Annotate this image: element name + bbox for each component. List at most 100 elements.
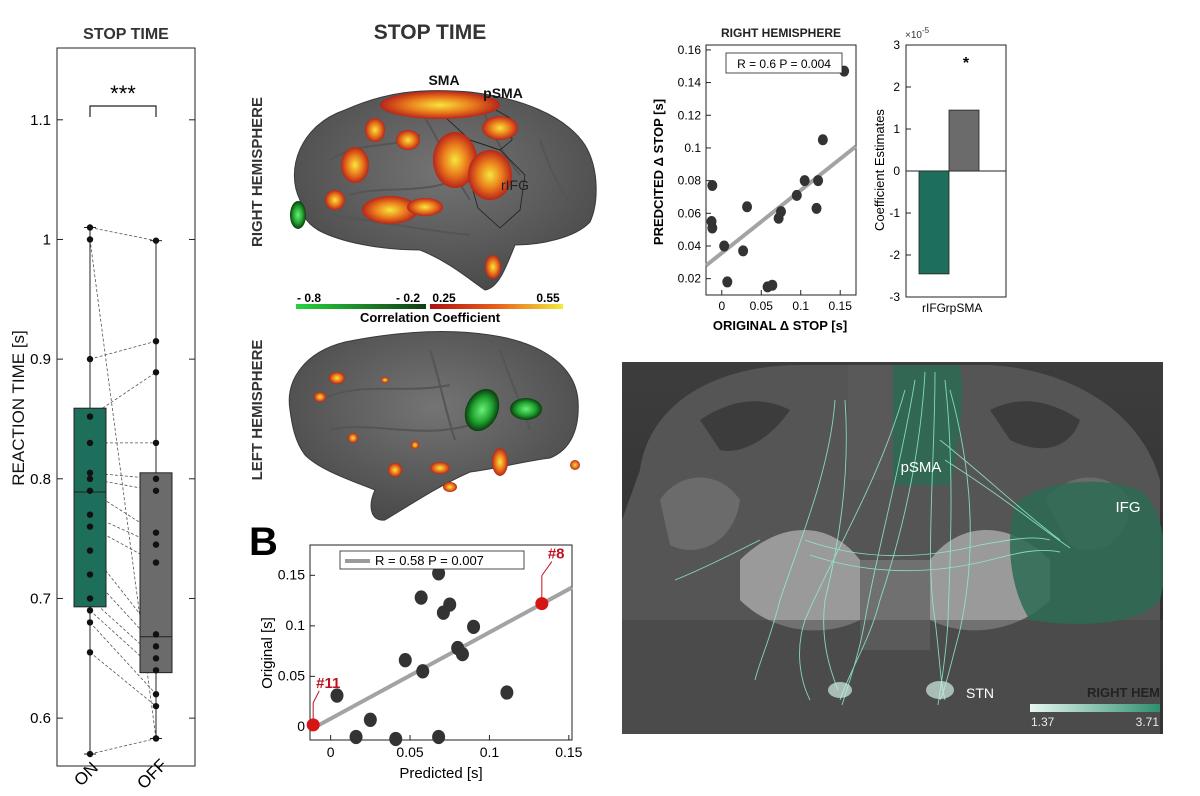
data-point-on (86, 475, 94, 482)
panel-b-ytick-label: 0 (297, 718, 305, 734)
tract-label-ifg: IFG (1116, 499, 1141, 516)
data-point-on (86, 224, 94, 231)
tract-legend: RIGHT HEM 1.37 3.71 (1030, 685, 1160, 729)
data-point-off (152, 475, 160, 482)
data-point-off (152, 337, 160, 345)
rh-scatter-fit-line (704, 144, 858, 268)
data-point-on (86, 571, 94, 578)
panel-b-scatter: B 0 0.05 0.1 0.15 0 0.05 0.1 0.15 #8 #11 R = 0.5… (249, 520, 583, 782)
rh-scatter-legend: R = 0.6 P = 0.004 (725, 52, 843, 74)
rh-scatter-fit-line (704, 144, 858, 268)
panel-b-xtick-label: 0.15 (555, 744, 582, 760)
panel-b-ytick-label: 0.15 (278, 566, 305, 582)
panel-a-ytick-label: 1 (43, 231, 51, 248)
panel-a-x-labels: ON OFF (70, 755, 170, 792)
data-point-off (152, 369, 160, 376)
data-point-on (86, 236, 94, 243)
coef-bar-bars: rIFG rpSMA (918, 109, 982, 315)
colorbar-hot-segment (430, 304, 563, 309)
panel-a-ylabel: REACTION TIME [s] (9, 330, 28, 486)
data-point-off (152, 487, 160, 494)
left-hemisphere-brain (288, 331, 580, 521)
rh-scatter: RIGHT HEMISPHERE 0 0.05 0.1 0.15 0.02 0.04 0.0… (651, 26, 858, 333)
panel-b-data-point (443, 597, 457, 612)
callout-line-8 (541, 561, 553, 604)
coef-bar-rifg (918, 170, 950, 275)
ifg-region (1010, 481, 1163, 624)
data-point-on (86, 619, 94, 626)
coef-significance: * (963, 55, 970, 72)
rh-scatter-data-point (776, 206, 786, 218)
tract-label-stn: STN (966, 685, 994, 701)
data-point-off (152, 691, 160, 698)
rh-scatter-xtick-label: 0 (718, 299, 725, 313)
data-point-on (86, 649, 94, 656)
psma-region (848, 365, 893, 480)
rh-scatter-data-point (817, 134, 828, 146)
brain-title: STOP TIME (374, 21, 486, 44)
panel-b-data-point (467, 619, 481, 634)
rh-scatter-ytick-label: 0.1 (684, 141, 701, 155)
right-hemisphere-brain: SMA pSMA rIFG (290, 72, 597, 291)
panel-b-fit-line (309, 585, 573, 732)
rh-scatter-data-point (813, 175, 824, 187)
coef-ytick-label: -1 (889, 206, 900, 220)
panel-a-boxes (73, 227, 173, 755)
panel-a-ytick-label: 0.6 (30, 710, 51, 727)
rh-scatter-xtick-label: 0.15 (829, 299, 853, 313)
colorbar-tick-1: - 0.8 (297, 291, 321, 305)
panel-a-ytick-label: 1.1 (30, 112, 51, 129)
data-point-on (86, 523, 94, 530)
data-point-on (86, 469, 94, 477)
data-point-on (86, 595, 94, 602)
rh-scatter-xtick-label: 0.05 (750, 299, 774, 313)
rh-scatter-xtick-label: 0.1 (792, 299, 809, 313)
panel-b-xtick-label: 0.1 (480, 744, 500, 760)
panel-b-ylabel: Original [s] (259, 617, 276, 689)
rh-scatter-ytick-label: 0.16 (678, 43, 702, 57)
data-point-off (152, 667, 160, 674)
highlighted-point (535, 597, 549, 611)
rh-scatter-data-point (767, 279, 778, 291)
panel-b-ytick-label: 0.1 (286, 617, 306, 633)
coef-ytick-label: 1 (893, 122, 900, 136)
rh-scatter-data-point (742, 201, 753, 213)
panel-b-letter: B (249, 520, 278, 564)
rh-scatter-data-point (707, 180, 718, 192)
coef-bar-chart: -3 -2 -1 0 1 2 3 rIFG rpSMA ×10-5 * Coefficient… (872, 26, 1007, 315)
rh-scatter-ticks: 0 0.05 0.1 0.15 0.02 0.04 0.06 0.08 0.1 0.12 0.14 0… (678, 43, 853, 313)
panel-b-data-point (330, 688, 344, 703)
data-point-on (86, 439, 94, 447)
rh-scatter-axes (705, 44, 857, 296)
panel-b-data-point (416, 664, 430, 679)
brain-panel: STOP TIME RIGHT HEMISPHERE LEFT HEMISPHE… (249, 21, 597, 521)
right-hemisphere-label: RIGHT HEMISPHERE (249, 97, 266, 247)
data-point-on (86, 355, 94, 363)
data-point-off (152, 643, 160, 650)
panel-b-data-point (500, 685, 514, 700)
colorbar-tick-3: 0.25 (432, 291, 456, 305)
rh-scatter-data-point (791, 189, 802, 201)
rh-scatter-title: RIGHT HEMISPHERE (721, 26, 841, 40)
data-point-on (86, 607, 94, 614)
panel-b-data-point (432, 566, 446, 581)
rh-scatter-ytick-label: 0.04 (678, 239, 702, 253)
rh-scatter-data-point (722, 276, 733, 288)
panel-b-xtick-label: 0 (327, 744, 335, 760)
paired-line (89, 622, 157, 695)
coef-ytick-label: 2 (893, 80, 900, 94)
data-point-off (152, 655, 160, 662)
colorbar-title: Correlation Coefficient (360, 310, 501, 325)
paired-line (89, 738, 157, 755)
panel-b-points (330, 566, 514, 747)
callout-label-8: #8 (548, 546, 565, 563)
panel-a-axes (56, 47, 196, 767)
data-point-off (152, 702, 160, 710)
rh-scatter-data-point (799, 175, 810, 187)
panel-b-data-point (363, 712, 377, 727)
tract-legend-gradient (1030, 704, 1160, 712)
coef-ytick-label: -3 (889, 290, 900, 304)
data-point-on (86, 487, 94, 494)
panel-a-title: STOP TIME (83, 26, 169, 43)
tract-legend-title: RIGHT HEM (1087, 685, 1160, 700)
